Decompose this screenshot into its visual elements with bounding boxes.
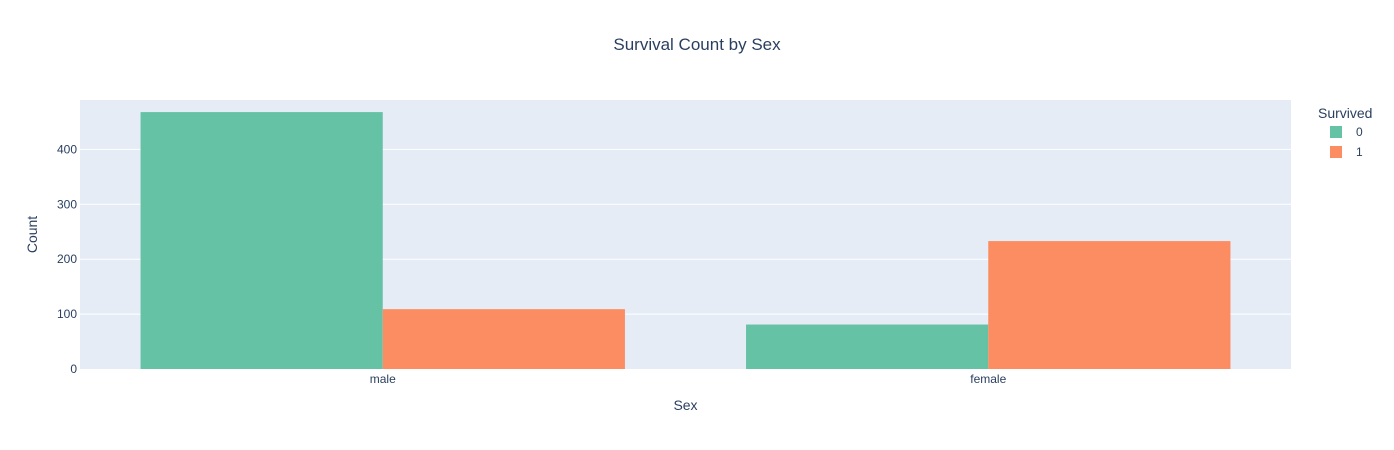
bar-female-survived-1[interactable] (988, 241, 1231, 369)
y-axis-title: Count (24, 216, 40, 253)
bar-female-survived-0[interactable] (746, 324, 989, 369)
y-tick-label: 400 (57, 142, 77, 156)
legend[interactable]: Survived 01 (1318, 105, 1372, 159)
bar-male-survived-0[interactable] (140, 112, 383, 370)
y-tick-labels: 0 100 200 300 400 (57, 142, 77, 376)
legend-swatch (1330, 126, 1342, 138)
legend-item-survived-1[interactable]: 1 (1330, 145, 1363, 159)
x-tick-label: female (970, 372, 1006, 386)
legend-label: 0 (1356, 125, 1363, 139)
y-tick-label: 200 (57, 252, 77, 266)
chart-title: Survival Count by Sex (613, 35, 781, 54)
y-tick-label: 300 (57, 197, 77, 211)
y-tick-label: 0 (70, 362, 77, 376)
legend-swatch (1330, 146, 1342, 158)
legend-title: Survived (1318, 105, 1372, 121)
legend-item-survived-0[interactable]: 0 (1330, 125, 1363, 139)
bars (140, 112, 1231, 370)
x-tick-label: male (370, 372, 396, 386)
x-axis-title: Sex (673, 397, 697, 413)
x-tick-labels: male female (370, 372, 1007, 386)
legend-label: 1 (1356, 145, 1363, 159)
legend-items[interactable]: 01 (1330, 125, 1363, 159)
y-tick-label: 100 (57, 307, 77, 321)
bar-male-survived-1[interactable] (382, 309, 625, 369)
